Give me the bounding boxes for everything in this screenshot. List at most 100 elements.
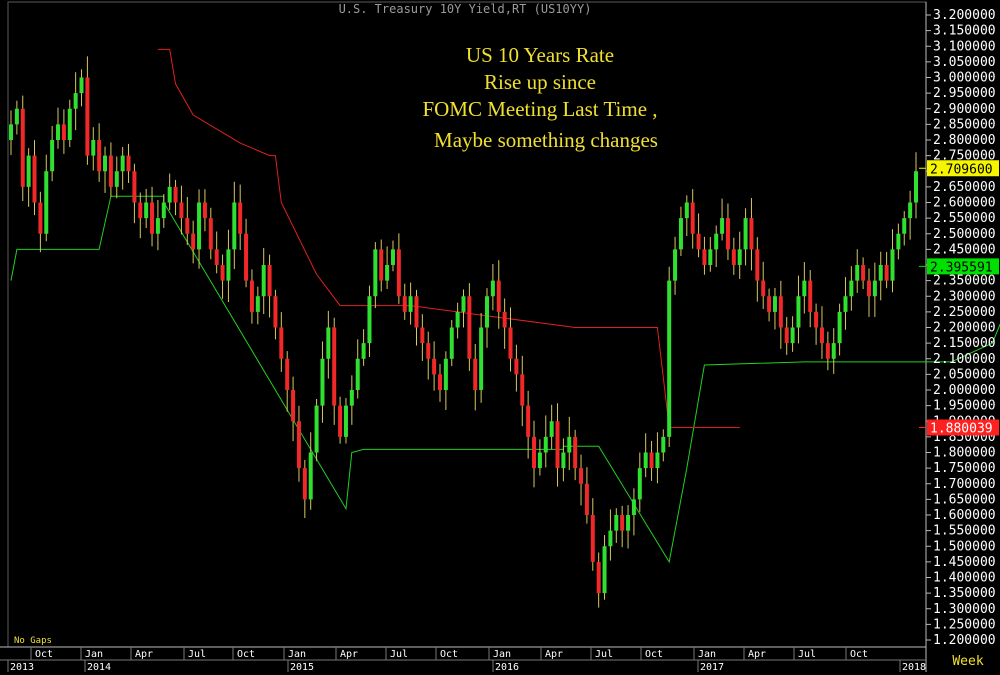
candle-body: [473, 358, 478, 390]
candle-body: [326, 327, 331, 359]
candle-body: [238, 202, 243, 234]
candle-body: [179, 202, 184, 219]
candle-body: [532, 436, 537, 469]
y-tick-label: 2.600000: [933, 196, 996, 211]
candle-body: [185, 218, 190, 234]
candle-body: [802, 280, 807, 297]
interval-label[interactable]: Week: [952, 654, 983, 669]
candle-body: [808, 280, 813, 312]
candle-body: [555, 421, 560, 469]
candle-body: [872, 280, 877, 297]
candle-body: [443, 358, 448, 390]
x-axis: Oct Jan Apr Jul Oct Jan Apr Jul Oct Jan Apr Jul Oct J…: [7, 647, 926, 673]
y-tick-label: 2.950000: [933, 86, 996, 101]
candle-body: [737, 249, 742, 265]
candle-body: [514, 358, 519, 375]
candle-body: [878, 265, 883, 281]
y-tick-label: 2.100000: [933, 352, 996, 367]
candle-body: [743, 218, 748, 250]
y-tick-label: 1.750000: [933, 461, 996, 476]
y-tick-label: 2.550000: [933, 211, 996, 226]
candle-body: [561, 452, 566, 469]
candle-body: [44, 171, 49, 234]
candle-body: [702, 249, 707, 265]
y-tick-label: 1.250000: [933, 617, 996, 632]
candle-body: [673, 249, 678, 281]
candle-body: [91, 140, 96, 156]
candle-body: [819, 327, 824, 344]
candle-body: [896, 233, 901, 250]
candle-body: [855, 265, 860, 281]
candle-body: [637, 468, 642, 500]
candle-body: [232, 202, 237, 250]
candle-body: [208, 218, 213, 250]
chart-title: U.S. Treasury 10Y Yield,RT (US10YY): [339, 2, 592, 16]
y-axis: 3.2000003.1500003.1000003.0500003.000000…: [926, 8, 996, 648]
y-tick-label: 2.200000: [933, 321, 996, 336]
annotation-line-1: US 10 Years Rate: [466, 43, 614, 67]
candle-body: [385, 265, 390, 281]
y-tick-label: 3.150000: [933, 24, 996, 39]
y-tick-label: 1.400000: [933, 571, 996, 586]
y-tick-label: 2.900000: [933, 102, 996, 117]
x-month-label: Oct: [440, 649, 458, 660]
annotation-text: US 10 Years Rate Rise up since FOMC Meet…: [422, 43, 658, 152]
candle-body: [643, 452, 648, 469]
x-year-label: 2017: [700, 662, 724, 673]
x-month-label: Jul: [188, 649, 206, 660]
y-tick-label: 2.450000: [933, 242, 996, 257]
x-month-label: Apr: [135, 649, 153, 660]
y-tick-label: 2.800000: [933, 133, 996, 148]
candle-body: [79, 77, 84, 94]
candle-body: [114, 171, 119, 187]
candle-body: [667, 280, 672, 437]
candle-body: [543, 436, 548, 453]
candle-body: [214, 249, 219, 265]
y-tick-label: 1.550000: [933, 524, 996, 539]
candle-body: [520, 374, 525, 406]
candle-body: [50, 140, 55, 172]
candle-body: [261, 265, 266, 297]
candle-body: [814, 311, 819, 328]
price-badge: [927, 258, 999, 275]
candle-body: [332, 327, 337, 406]
candle-body: [626, 515, 631, 531]
resistance-line: [157, 48, 740, 428]
candle-body: [755, 249, 760, 281]
candle-body: [761, 280, 766, 297]
candle-body: [437, 374, 442, 390]
y-tick-label: 3.000000: [933, 71, 996, 86]
candle-body: [866, 280, 871, 297]
candle-body: [708, 249, 713, 265]
candle-body: [343, 405, 348, 437]
candle-body: [408, 296, 413, 312]
candle-body: [490, 280, 495, 297]
candle-body: [908, 202, 913, 219]
y-tick-label: 2.350000: [933, 274, 996, 289]
candle-body: [85, 77, 90, 156]
price-badge: [927, 419, 999, 436]
y-tick-label: 1.800000: [933, 446, 996, 461]
y-tick-label: 1.600000: [933, 508, 996, 523]
candle-body: [191, 233, 196, 250]
x-month-label: Jan: [85, 649, 103, 660]
candle-body: [296, 421, 301, 469]
price-badge-label: 2.395591: [930, 260, 993, 275]
candle-body: [720, 218, 725, 234]
y-tick-label: 2.850000: [933, 117, 996, 132]
price-badge: [927, 160, 999, 177]
candle-body: [843, 296, 848, 312]
candle-body: [849, 280, 854, 297]
candle-body: [526, 405, 531, 437]
y-tick-label: 3.200000: [933, 8, 996, 23]
candle-body: [108, 155, 113, 187]
annotation-line-4: Maybe something changes: [434, 128, 658, 152]
candle-body: [26, 155, 31, 187]
price-badges: 2.709600 2.395591 1.880039: [919, 160, 999, 436]
x-month-label: Apr: [340, 649, 358, 660]
y-tick-label: 1.300000: [933, 602, 996, 617]
x-year-label: 2015: [290, 662, 314, 673]
candle-body: [308, 452, 313, 500]
candle-body: [678, 218, 683, 250]
